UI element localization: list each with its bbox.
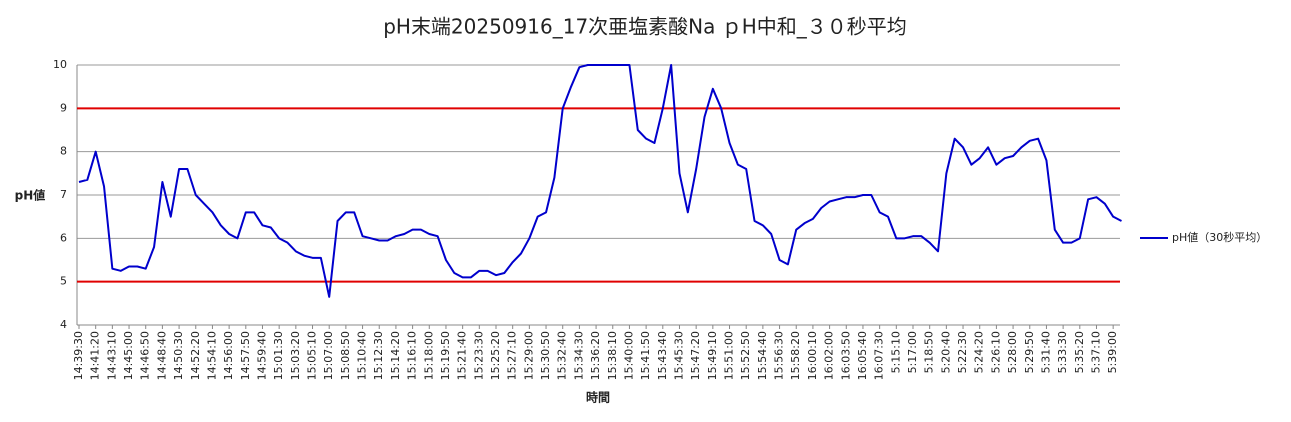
x-tick-label: 15:08:50: [339, 331, 352, 380]
x-tick-label: 15:27:10: [506, 331, 519, 380]
x-tick-label: 14:50:30: [172, 331, 185, 380]
x-tick-label: 15:03:20: [289, 331, 302, 380]
x-tick-label: 15:12:30: [372, 331, 385, 380]
x-tick-label: 15:56:30: [773, 331, 786, 380]
x-tick-label: 15:19:50: [439, 331, 452, 380]
x-tick-label: 16:03:50: [839, 331, 852, 380]
x-tick-label: 15:25:20: [489, 331, 502, 380]
x-tick-label: 15:58:20: [789, 331, 802, 380]
y-tick-label: 10: [53, 58, 67, 71]
x-tick-label: 5:29:50: [1023, 331, 1036, 373]
x-tick-label: 14:54:10: [205, 331, 218, 380]
x-tick-label: 15:05:10: [306, 331, 319, 380]
x-tick-label: 14:57:50: [239, 331, 252, 380]
x-tick-label: 15:47:20: [689, 331, 702, 380]
y-tick-label: 8: [60, 145, 67, 158]
x-tick-label: 5:17:00: [906, 331, 919, 373]
x-tick-label: 16:02:00: [823, 331, 836, 380]
y-axis-label: pH値: [15, 188, 46, 203]
y-tick-label: 9: [60, 101, 67, 114]
x-tick-label: 16:00:10: [806, 331, 819, 380]
x-tick-label: 15:32:40: [556, 331, 569, 380]
x-tick-label: 5:24:20: [973, 331, 986, 373]
x-tick-label: 5:39:00: [1106, 331, 1119, 373]
y-tick-label: 5: [60, 275, 67, 288]
chart-title: pH末端20250916_17次亜塩素酸Na ｐH中和_３０秒平均: [383, 15, 907, 39]
x-tick-label: 5:22:30: [956, 331, 969, 373]
x-tick-label: 14:59:40: [255, 331, 268, 380]
x-tick-label: 15:07:00: [322, 331, 335, 380]
x-tick-label: 14:46:50: [139, 331, 152, 380]
y-tick-label: 6: [60, 231, 67, 244]
x-tick-label: 15:23:30: [472, 331, 485, 380]
x-tick-label: 15:34:30: [572, 331, 585, 380]
x-tick-label: 15:01:30: [272, 331, 285, 380]
x-tick-label: 14:41:20: [89, 331, 102, 380]
x-tick-label: 16:07:30: [873, 331, 886, 380]
x-tick-label: 15:30:50: [539, 331, 552, 380]
data-line: [78, 64, 1122, 298]
x-tick-label: 14:56:00: [222, 331, 235, 380]
y-tick-label: 4: [60, 318, 67, 331]
x-tick-label: 5:26:10: [989, 331, 1002, 373]
x-tick-label: 15:21:40: [456, 331, 469, 380]
x-tick-label: 14:48:40: [155, 331, 168, 380]
x-tick-label: 15:45:30: [672, 331, 685, 380]
x-tick-label: 14:45:00: [122, 331, 135, 380]
x-tick-label: 15:52:50: [739, 331, 752, 380]
x-tick-label: 5:37:10: [1089, 331, 1102, 373]
y-tick-label: 7: [60, 188, 67, 201]
x-tick-label: 15:54:40: [756, 331, 769, 380]
x-tick-label: 15:40:00: [622, 331, 635, 380]
x-tick-label: 5:31:40: [1039, 331, 1052, 373]
x-tick-label: 15:29:00: [522, 331, 535, 380]
x-tick-label: 5:15:10: [889, 331, 902, 373]
x-tick-label: 15:36:20: [589, 331, 602, 380]
x-tick-label: 5:28:00: [1006, 331, 1019, 373]
x-tick-label: 15:51:00: [723, 331, 736, 380]
x-tick-label: 15:43:40: [656, 331, 669, 380]
x-tick-label: 16:05:40: [856, 331, 869, 380]
x-tick-label: 5:18:50: [923, 331, 936, 373]
x-tick-label: 15:10:40: [356, 331, 369, 380]
x-tick-label: 15:38:10: [606, 331, 619, 380]
x-tick-label: 15:14:20: [389, 331, 402, 380]
x-tick-label: 5:35:20: [1073, 331, 1086, 373]
x-tick-label: 14:52:20: [189, 331, 202, 380]
x-axis-label: 時間: [586, 390, 610, 405]
x-tick-label: 5:33:30: [1056, 331, 1069, 373]
x-tick-label: 5:20:40: [939, 331, 952, 373]
x-tick-label: 15:16:10: [406, 331, 419, 380]
x-tick-label: 14:43:10: [105, 331, 118, 380]
x-tick-label: 15:18:00: [422, 331, 435, 380]
x-tick-label: 15:41:50: [639, 331, 652, 380]
legend-label: pH値（30秒平均）: [1172, 230, 1267, 244]
x-tick-label: 15:49:10: [706, 331, 719, 380]
x-tick-label: 14:39:30: [72, 331, 85, 380]
